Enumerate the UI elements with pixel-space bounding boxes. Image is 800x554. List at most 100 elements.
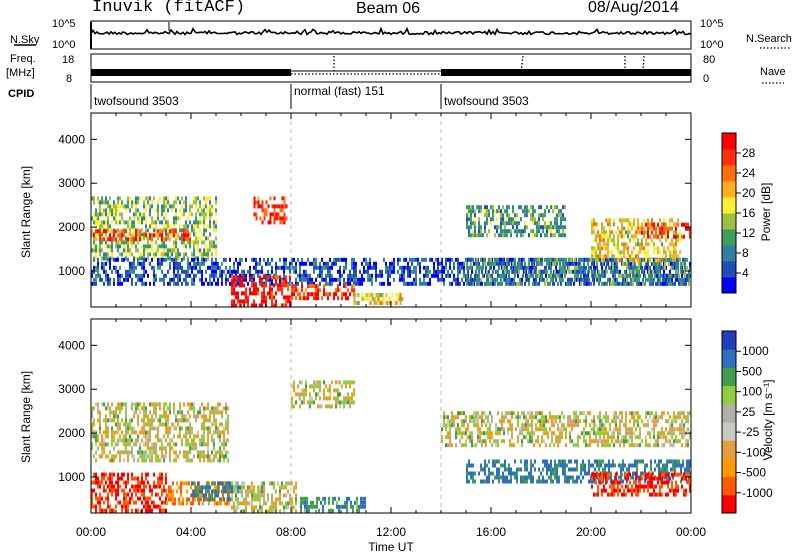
heatmap-cell <box>687 222 689 227</box>
heatmap-cell <box>528 281 530 286</box>
heatmap-cell <box>291 509 293 513</box>
heatmap-cell <box>451 269 453 274</box>
heatmap-cell <box>597 230 599 235</box>
heatmap-cell <box>207 481 209 486</box>
heatmap-cell <box>133 426 135 431</box>
heatmap-cell <box>486 209 488 214</box>
heatmap-cell <box>468 281 470 286</box>
heatmap-cell <box>343 292 345 297</box>
heatmap-cell <box>125 220 127 225</box>
heatmap-cell <box>686 257 688 262</box>
heatmap-cell <box>327 388 329 393</box>
heatmap-cell <box>571 419 573 424</box>
heatmap-cell <box>147 430 149 435</box>
heatmap-cell <box>313 269 315 274</box>
heatmap-cell <box>105 269 107 274</box>
heatmap-cell <box>231 303 233 307</box>
heatmap-cell <box>425 281 427 286</box>
heatmap-cell <box>149 426 151 431</box>
heatmap-cell <box>155 233 157 238</box>
heatmap-cell <box>169 248 171 253</box>
heatmap-cell <box>293 257 295 262</box>
heatmap-cell <box>141 406 143 411</box>
heatmap-cell <box>327 404 329 409</box>
station-title: Inuvik (fitACF) <box>92 0 246 17</box>
heatmap-cell <box>215 252 217 257</box>
heatmap-cell <box>141 236 143 241</box>
heatmap-cell <box>95 248 97 253</box>
heatmap-cell <box>467 435 469 440</box>
heatmap-cell <box>255 287 257 292</box>
heatmap-cell <box>131 446 133 451</box>
heatmap-cell <box>523 435 525 440</box>
heatmap-cell <box>625 246 627 251</box>
heatmap-cell <box>505 281 507 286</box>
heatmap-cell <box>149 212 151 217</box>
heatmap-cell <box>125 208 127 213</box>
heatmap-cell <box>177 196 179 201</box>
heatmap-cell <box>153 446 155 451</box>
heatmap-cell <box>656 269 658 274</box>
heatmap-cell <box>470 217 472 222</box>
heatmap-cell <box>553 443 555 448</box>
heatmap-cell <box>307 292 309 297</box>
heatmap-cell <box>283 509 285 513</box>
heatmap-cell <box>316 496 318 501</box>
heatmap-cell <box>506 213 508 218</box>
heatmap-cell <box>153 281 155 286</box>
heatmap-cell <box>540 269 542 274</box>
heatmap-cell <box>303 388 305 393</box>
heatmap-cell <box>383 297 386 301</box>
heatmap-cell <box>195 485 197 490</box>
heatmap-cell <box>275 497 277 502</box>
heatmap-cell <box>169 204 171 209</box>
heatmap-cell <box>489 411 491 416</box>
heatmap-cell <box>211 497 213 502</box>
heatmap-cell <box>626 277 628 282</box>
heatmap-cell <box>93 406 95 411</box>
heatmap-cell <box>580 277 582 282</box>
heatmap-cell <box>557 415 559 420</box>
heatmap-cell <box>177 418 179 423</box>
heatmap-cell <box>397 261 399 266</box>
heatmap-cell <box>159 484 161 489</box>
heatmap-cell <box>95 256 97 261</box>
heatmap-cell <box>161 237 163 242</box>
heatmap-cell <box>577 439 579 444</box>
heatmap-cell <box>187 269 189 274</box>
heatmap-cell <box>295 284 297 289</box>
heatmap-cell <box>283 261 285 266</box>
power-heatmap <box>91 196 691 307</box>
heatmap-cell <box>165 220 167 225</box>
heatmap-cell <box>147 236 149 241</box>
heatmap-cell <box>201 426 203 431</box>
heatmap-cell <box>199 410 201 415</box>
heatmap-cell <box>528 233 530 238</box>
heatmap-cell <box>191 446 193 451</box>
heatmap-cell <box>161 233 163 238</box>
heatmap-cell <box>101 220 103 225</box>
heatmap-cell <box>524 261 526 266</box>
heatmap-cell <box>560 221 562 226</box>
heatmap-cell <box>616 265 618 270</box>
heatmap-cell <box>445 257 447 262</box>
heatmap-cell <box>509 257 511 262</box>
heatmap-cell <box>645 238 647 243</box>
heatmap-cell <box>567 277 569 282</box>
heatmap-cell <box>447 443 449 448</box>
heatmap-cell <box>571 439 573 444</box>
heatmap-cell <box>461 277 463 282</box>
heatmap-cell <box>203 406 205 411</box>
heatmap-cell <box>413 265 415 270</box>
heatmap-cell <box>193 261 195 266</box>
heatmap-cell <box>279 501 281 506</box>
heatmap-cell <box>186 489 188 494</box>
heatmap-cell <box>595 246 597 251</box>
heatmap-cell <box>159 414 161 419</box>
heatmap-cell <box>466 281 468 286</box>
heatmap-cell <box>139 446 141 451</box>
heatmap-cell <box>111 434 113 439</box>
heatmap-cell <box>540 277 542 282</box>
heatmap-cell <box>127 422 129 427</box>
heatmap-cell <box>548 273 550 278</box>
